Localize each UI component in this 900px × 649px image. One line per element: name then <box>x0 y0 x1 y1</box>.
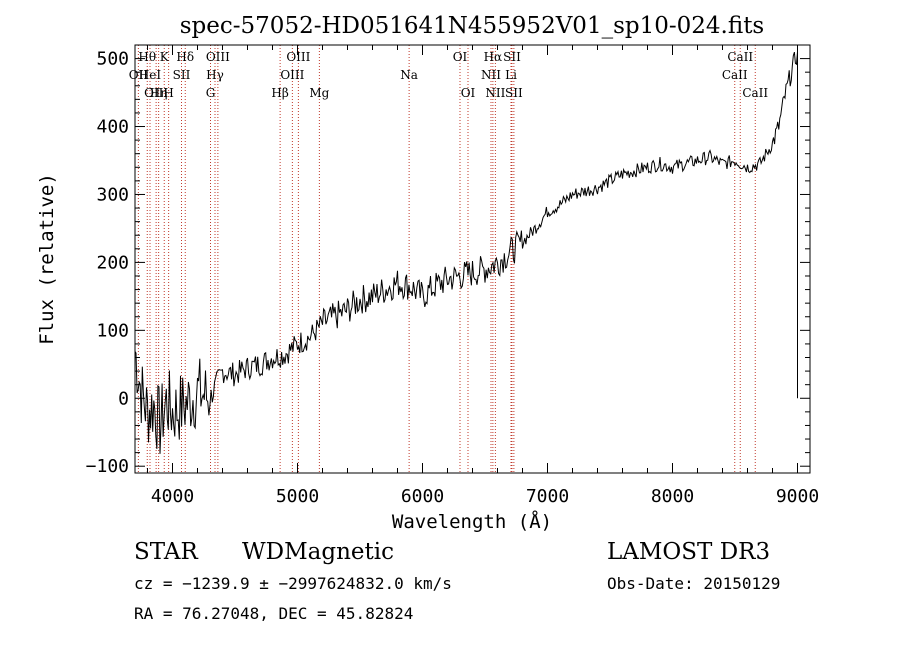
line-label: Hθ <box>138 50 156 64</box>
line-label: CaII <box>722 68 748 82</box>
line-label: SII <box>505 86 523 100</box>
survey-name: LAMOST DR3 <box>607 539 770 565</box>
object-subclass: WDMagnetic <box>242 539 394 565</box>
x-tick-label: 8000 <box>651 486 694 507</box>
spectral-line-labels: OIIHθHeIOIIIHηKHSIIHδGHγOIIIHβOIIIOIIIMg… <box>129 50 769 100</box>
redshift-info: cz = −1239.9 ± −2997624832.0 km/s <box>134 574 452 593</box>
x-tick-label: 7000 <box>526 486 569 507</box>
line-label: SII <box>173 68 191 82</box>
spectral-line-markers <box>137 45 756 473</box>
x-tick-label: 9000 <box>776 486 819 507</box>
line-label: NII <box>485 86 505 100</box>
line-label: H <box>163 86 173 100</box>
line-label: OI <box>461 86 476 100</box>
x-axis-label: Wavelength (Å) <box>392 510 552 533</box>
line-label: OIII <box>280 68 304 82</box>
x-tick-label: 5000 <box>276 486 319 507</box>
line-label: Li <box>505 68 517 82</box>
spectrum-series <box>134 45 798 454</box>
line-label: HeI <box>139 68 162 82</box>
line-label: OIII <box>206 50 230 64</box>
line-label: Hα <box>484 50 503 64</box>
y-axis-label: Flux (relative) <box>36 173 58 345</box>
y-axis-ticks: −100 0 100 200 300 400 500 <box>86 49 810 477</box>
line-label: CaII <box>727 50 753 64</box>
x-tick-label: 4000 <box>151 486 194 507</box>
x-tick-label: 6000 <box>401 486 444 507</box>
line-label: NII <box>481 68 501 82</box>
line-label: Hβ <box>271 86 288 100</box>
line-label: Mg <box>309 86 329 100</box>
y-tick-label: 500 <box>96 49 129 70</box>
coordinates: RA = 76.27048, DEC = 45.82824 <box>134 604 413 623</box>
spectrum-line <box>134 51 798 454</box>
line-label: Hη <box>150 86 168 100</box>
line-label: Hγ <box>206 68 224 82</box>
line-label: OIII <box>144 86 168 100</box>
x-axis-ticks: 4000 5000 6000 7000 8000 9000 <box>147 45 819 507</box>
line-label: Hδ <box>176 50 194 64</box>
line-label: K <box>160 50 170 64</box>
y-tick-label: −100 <box>86 456 129 477</box>
y-tick-label: 100 <box>96 320 129 341</box>
chart-title: spec-57052-HD051641N455952V01_sp10-024.f… <box>180 13 765 39</box>
line-label: OI <box>453 50 468 64</box>
line-label: SII <box>503 50 521 64</box>
y-tick-label: 300 <box>96 184 129 205</box>
y-tick-label: 400 <box>96 117 129 138</box>
line-label: OIII <box>286 50 310 64</box>
line-label: Na <box>400 68 418 82</box>
line-label: CaII <box>742 86 768 100</box>
plot-frame <box>134 44 811 474</box>
line-label: G <box>206 86 216 100</box>
line-label: OII <box>129 68 149 82</box>
obs-date: Obs-Date: 20150129 <box>607 574 780 593</box>
object-class: STAR <box>134 539 198 565</box>
y-tick-label: 200 <box>96 252 129 273</box>
y-tick-label: 0 <box>118 388 129 409</box>
